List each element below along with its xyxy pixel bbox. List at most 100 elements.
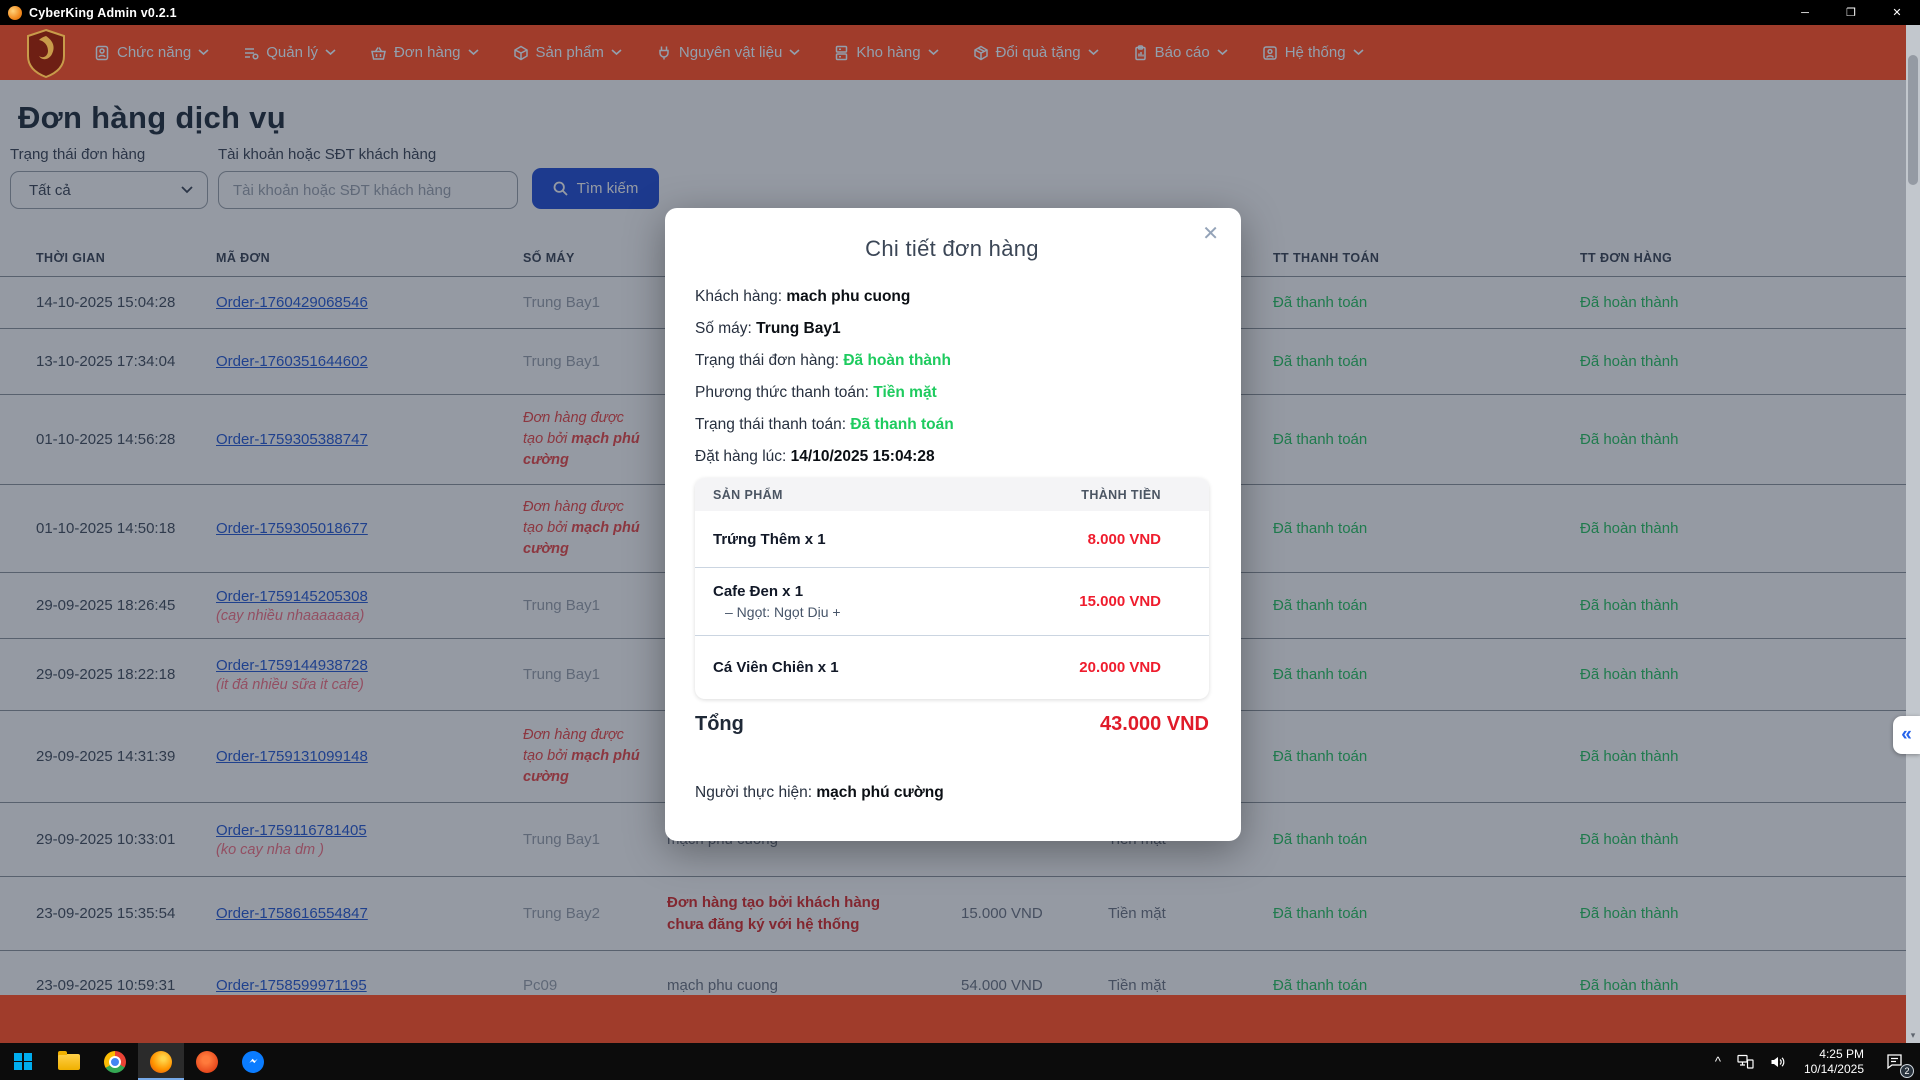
order-link[interactable]: Order-1759145205308 [216,587,368,605]
cell-machine: Trung Bay1 [523,597,600,614]
product-table: SẢN PHẨM THÀNH TIỀN Trứng Thêm x 1 8.000… [695,478,1209,699]
scrollbar[interactable]: ▾ [1906,25,1920,1043]
product-row: Cá Viên Chiên x 1 20.000 VND [713,659,1161,676]
nav-label: Nguyên vật liệu [678,44,783,61]
app-icon [8,5,22,20]
notification-badge: 2 [1900,1064,1914,1078]
browser-icon-2[interactable] [184,1043,230,1080]
order-link[interactable]: Order-1759131099148 [216,748,368,765]
price-col-header: THÀNH TIỀN [1081,487,1161,502]
col-header-pay: TT THANH TOÁN [1273,251,1380,265]
cell-payment-status: Đã thanh toán [1273,294,1368,311]
nav-item-he-thong[interactable]: Hệ thống [1262,44,1364,61]
status-filter-select[interactable]: Tất cả [10,171,208,209]
search-icon [553,181,568,196]
nav-item-nguyen-vat-lieu[interactable]: Nguyên vật liệu [656,44,800,61]
cell-payment-status: Đã thanh toán [1273,905,1368,922]
nav-label: Hệ thống [1284,44,1346,61]
table-row: 23-09-2025 10:59:31 Order-1758599971195 … [0,950,1906,995]
cell-payment-status: Đã thanh toán [1273,520,1368,537]
order-link[interactable]: Order-1759144938728 [216,656,368,674]
file-explorer-icon[interactable] [46,1043,92,1080]
cell-order-status: Đã hoàn thành [1580,431,1679,448]
cell-total: 54.000 VND [961,977,1043,994]
nav-item-doi-qua-tang[interactable]: Đổi quà tặng [973,44,1099,61]
app-title: CyberKing Admin v0.2.1 [29,5,177,20]
table-header-row: THỜI GIAN MÃ ĐƠN SỐ MÁY TT THANH TOÁN TT… [0,240,1906,276]
modal-field-pay-status: Trạng thái thanh toán: Đã thanh toán [695,416,954,433]
close-button[interactable]: ✕ [1892,7,1902,19]
page-title: Đơn hàng dịch vụ [18,100,286,135]
network-icon[interactable] [1731,1043,1760,1080]
order-link[interactable]: Order-1758599971195 [216,977,367,994]
order-link[interactable]: Order-1759305018677 [216,520,368,537]
clock-date: 10/14/2025 [1803,1061,1864,1076]
notification-icon[interactable]: 2 [1876,1043,1916,1080]
nav-label: Báo cáo [1154,44,1210,61]
machine-note: Đơn hàng được tạo bởi mạch phú cường [523,498,640,557]
order-note: (ko cay nha dm ) [216,841,324,858]
clock[interactable]: 4:25 PM 10/14/2025 [1796,1047,1872,1077]
order-total-row: Tổng 43.000 VND [695,713,1209,735]
nav-label: Đơn hàng [393,44,461,61]
cell-time: 29-09-2025 18:26:45 [36,597,176,614]
maximize-button[interactable]: ❐ [1846,7,1856,19]
account-filter-label: Tài khoản hoặc SĐT khách hàng [218,146,437,163]
cell-order-status: Đã hoàn thành [1580,748,1679,765]
nav-item-kho-hang[interactable]: Kho hàng [834,44,939,61]
cell-order-status: Đã hoàn thành [1580,353,1679,370]
machine-note: Đơn hàng được tạo bởi mạch phú cường [523,726,640,785]
nav-item-san-pham[interactable]: Sản phẩm [513,44,622,61]
footer-band [0,995,1906,1043]
start-button[interactable] [0,1043,46,1080]
scrollbar-thumb[interactable] [1908,55,1918,185]
modal-close-icon[interactable]: ✕ [1202,223,1219,245]
volume-icon[interactable] [1764,1043,1792,1080]
cell-payment-status: Đã thanh toán [1273,666,1368,683]
account-search-input[interactable] [218,171,518,209]
col-header-may: SỐ MÁY [523,251,575,265]
order-link[interactable]: Order-1758616554847 [216,905,368,922]
nav-item-bao-cao[interactable]: Báo cáo [1133,44,1228,61]
scroll-down-arrow[interactable]: ▾ [1910,1030,1916,1040]
plug-icon [659,46,669,59]
cell-time: 29-09-2025 10:33:01 [36,831,176,848]
cell-pay-method: Tiền mặt [1108,905,1166,922]
chevron-down-icon [325,49,336,56]
nav-item-chuc-nang[interactable]: Chức năng [94,44,209,61]
order-link[interactable]: Order-1760429068546 [216,294,368,311]
chat-app-icon[interactable] [230,1043,276,1080]
clock-time: 4:25 PM [1819,1046,1864,1061]
cell-order-status: Đã hoàn thành [1580,520,1679,537]
order-link[interactable]: Order-1760351644602 [216,353,368,370]
chevron-down-icon [198,49,209,56]
chrome-icon[interactable] [92,1043,138,1080]
cell-machine: Trung Bay1 [523,666,600,683]
cell-pay-method: Tiền mặt [1108,977,1166,994]
col-header-time: THỜI GIAN [36,251,106,265]
search-button[interactable]: Tìm kiếm [532,168,659,209]
order-link[interactable]: Order-1759116781405 [216,821,367,839]
status-filter-value: Tất cả [29,181,71,199]
minimize-button[interactable]: ─ [1801,6,1809,19]
order-detail-modal: ✕ Chi tiết đơn hàng Khách hàng: mach phu… [665,208,1241,841]
product-option: – Ngọt: Ngọt Dịu + [725,604,841,620]
cell-total: 15.000 VND [961,905,1043,922]
cell-payment-status: Đã thanh toán [1273,353,1368,370]
cube-icon [513,45,528,60]
tray-expand-icon[interactable]: ^ [1714,1054,1721,1069]
filter-bar: Trạng thái đơn hàng Tất cả Tài khoản hoặ… [10,146,659,209]
sidebar-collapse-button[interactable]: « [1893,716,1920,754]
nav-label: Chức năng [117,44,192,61]
nav-item-don-hang[interactable]: Đơn hàng [370,44,479,61]
cell-time: 01-10-2025 14:56:28 [36,431,176,448]
basket-icon [371,46,386,60]
firefox-icon[interactable] [138,1043,184,1080]
product-row: Cafe Đen x 1 – Ngọt: Ngọt Dịu + 15.000 V… [695,568,1209,636]
table-row: 23-09-2025 15:35:54 Order-1758616554847 … [0,876,1906,950]
cell-customer: mạch phu cuong [667,977,778,994]
nav-label: Kho hàng [856,44,921,61]
nav-item-quan-ly[interactable]: Quản lý [243,44,336,61]
order-link[interactable]: Order-1759305388747 [216,431,368,448]
modal-field-pay-method: Phương thức thanh toán: Tiền mặt [695,384,937,401]
